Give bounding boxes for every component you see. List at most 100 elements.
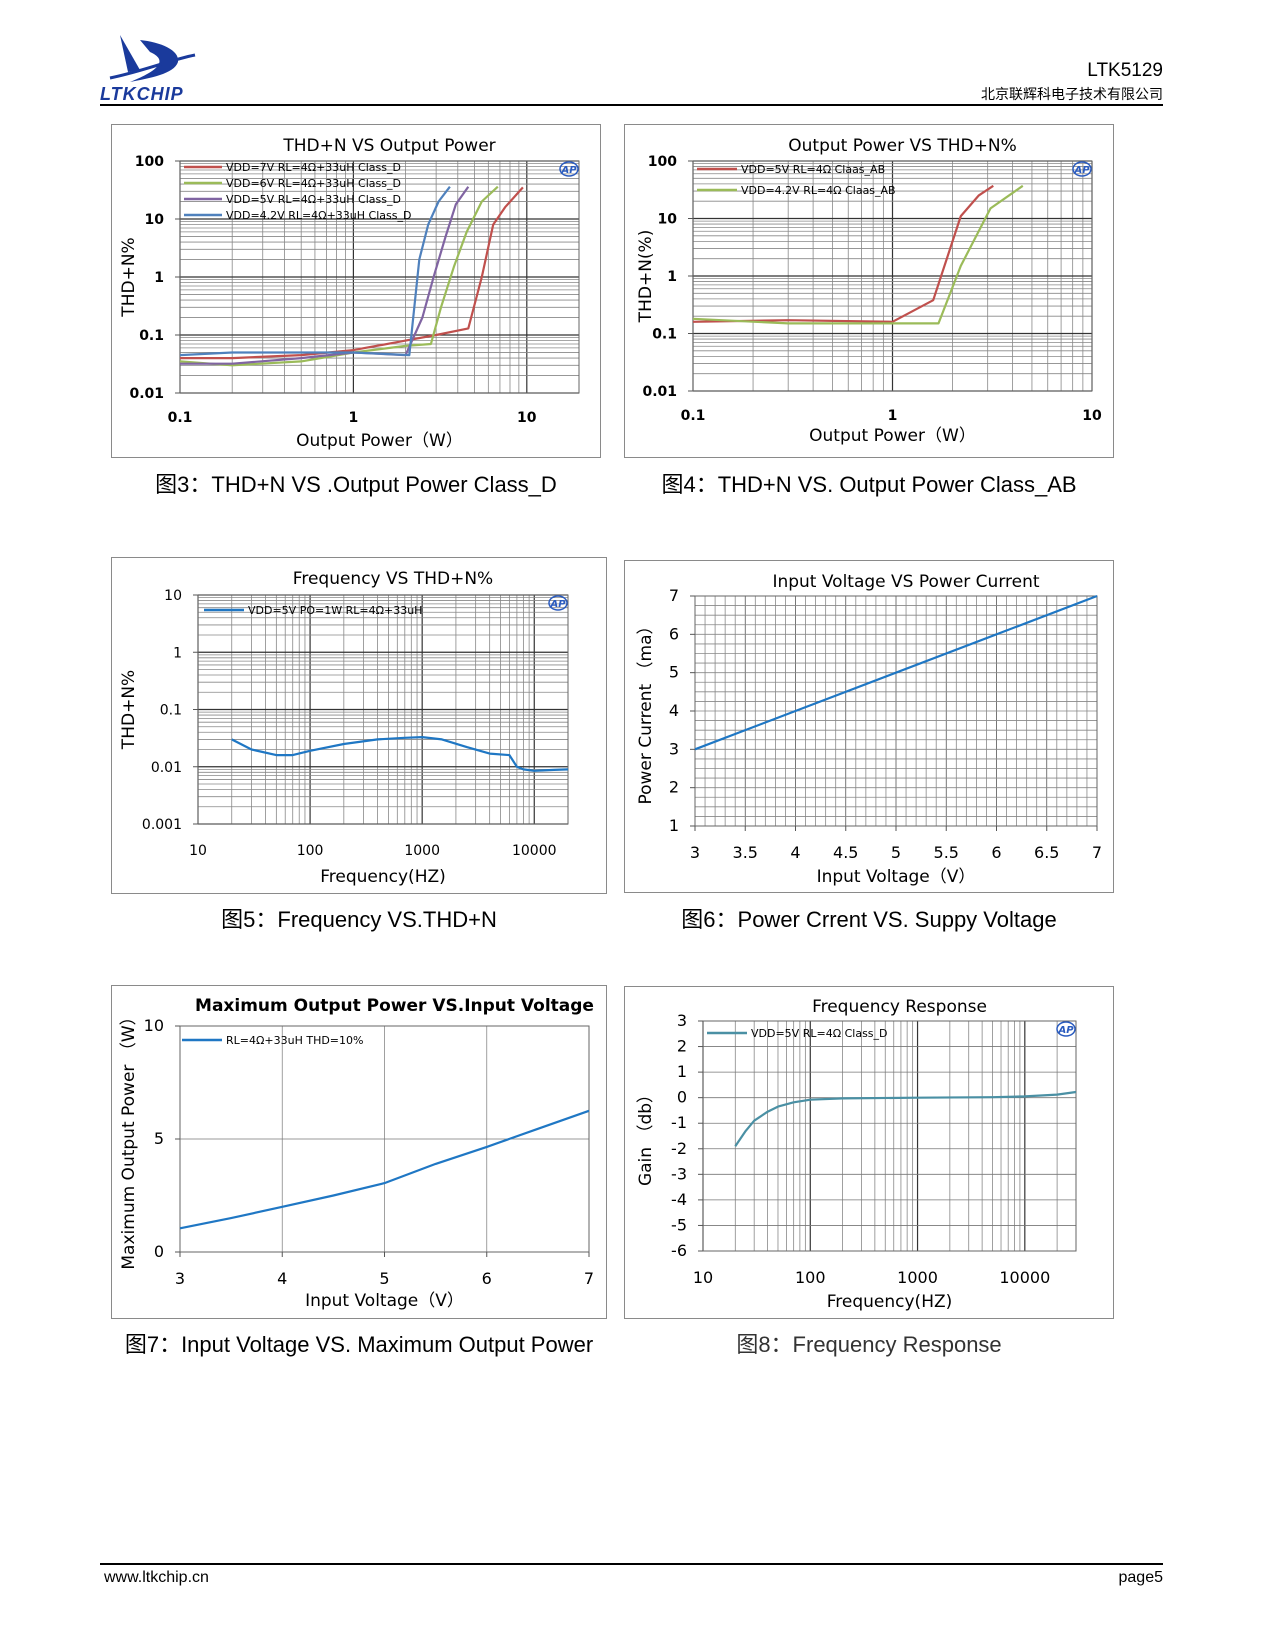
y-tick-label: 100 bbox=[648, 154, 677, 170]
y-tick-label: 6 bbox=[669, 624, 679, 643]
y-tick-label: 10 bbox=[144, 1016, 164, 1035]
x-tick-label: 4 bbox=[277, 1269, 287, 1288]
x-tick-label: 1 bbox=[349, 410, 359, 426]
x-axis-title: Frequency(HZ) bbox=[827, 1292, 953, 1312]
footer-website: www.ltkchip.cn bbox=[104, 1569, 209, 1586]
legend-label: VDD=5V RL=4Ω+33uH Class_D bbox=[226, 193, 401, 206]
x-tick-label: 1000 bbox=[897, 1268, 938, 1287]
x-tick-label: 0.1 bbox=[681, 408, 706, 424]
y-tick-label: 0.01 bbox=[151, 760, 182, 776]
thd-vs-output-power-classab-chart: Output Power VS THD+N%0.1 1 101001010.10.0… bbox=[636, 136, 1102, 446]
y-tick-label: 5 bbox=[669, 663, 679, 682]
y-tick-label: 0.1 bbox=[160, 703, 182, 719]
y-axis-title: Maximum Output Power （W） bbox=[119, 1008, 139, 1269]
y-tick-label: 100 bbox=[135, 154, 164, 170]
x-tick-label: 6 bbox=[482, 1269, 492, 1288]
x-tick-label: 7 bbox=[1092, 843, 1102, 862]
chart-panel-fig7: Maximum Output Power VS.Input Voltage 3 4 5… bbox=[111, 985, 607, 1319]
caption-fig8: 图8：Frequency Response bbox=[736, 1332, 1002, 1357]
y-axis-title: THD+N(%) bbox=[636, 230, 656, 324]
y-tick-label: 10 bbox=[658, 212, 678, 228]
ap-logo-text: AP bbox=[560, 165, 577, 176]
x-tick-label: 6.5 bbox=[1034, 843, 1059, 862]
max-output-power-vs-input-voltage-chart: Maximum Output Power VS.Input Voltage 3 4 5… bbox=[119, 996, 594, 1311]
y-tick-label: 1 bbox=[667, 269, 677, 285]
footer-rule bbox=[100, 1563, 1163, 1565]
x-axis-title: Output Power（W） bbox=[296, 431, 463, 451]
x-tick-label: 10000 bbox=[512, 843, 557, 859]
y-tick-label: 10 bbox=[145, 212, 165, 228]
header-rule bbox=[100, 104, 1163, 106]
x-tick-label: 5.5 bbox=[934, 843, 959, 862]
y-tick-label: -2 bbox=[671, 1139, 687, 1158]
x-axis-title: Output Power（W） bbox=[809, 426, 976, 446]
x-tick-label: 0.1 bbox=[168, 410, 193, 426]
y-tick-label: -3 bbox=[671, 1164, 687, 1183]
series-line bbox=[231, 736, 569, 772]
y-tick-label: 0.01 bbox=[129, 386, 164, 402]
x-tick-label: 4 bbox=[790, 843, 800, 862]
caption-fig5: 图5：Frequency VS.THD+N bbox=[221, 907, 497, 932]
y-tick-label: 2 bbox=[669, 778, 679, 797]
chart-title: Input Voltage VS Power Current bbox=[772, 572, 1039, 592]
y-axis-title: THD+N% bbox=[119, 670, 139, 750]
chart-panel-fig3: THD+N VS Output Power 0.1 1 10 100 10 1 0.1 0.01… bbox=[111, 124, 601, 458]
x-tick-label: 1000 bbox=[404, 843, 440, 859]
y-tick-label: -6 bbox=[671, 1241, 687, 1260]
caption-fig4: 图4：THD+N VS. Output Power Class_AB bbox=[661, 472, 1077, 497]
x-tick-label: 10 bbox=[517, 410, 537, 426]
ap-logo-text: AP bbox=[549, 599, 566, 610]
y-tick-label: 0.1 bbox=[652, 327, 677, 343]
x-tick-label: 3 bbox=[690, 843, 700, 862]
x-tick-label: 3.5 bbox=[733, 843, 758, 862]
caption-fig6: 图6：Power Crrent VS. Suppy Voltage bbox=[681, 907, 1057, 932]
y-tick-label: 0 bbox=[677, 1088, 687, 1107]
frequency-vs-thd-chart: Frequency VS THD+N% 10 100 1000 10000 10 1 0.1 0… bbox=[119, 569, 569, 887]
series-line bbox=[179, 1109, 590, 1230]
y-tick-label: 2 bbox=[677, 1037, 687, 1056]
y-tick-label: 3 bbox=[677, 1011, 687, 1030]
y-tick-label: 5 bbox=[154, 1129, 164, 1148]
legend-label: VDD=5V PO=1W RL=4Ω+33uH bbox=[248, 604, 422, 617]
ap-logo-ring bbox=[548, 595, 568, 611]
ap-logo-ring bbox=[1056, 1021, 1076, 1037]
ap-logo-text: AP bbox=[1073, 165, 1090, 176]
legend-label: VDD=4.2V RL=4Ω+33uH Class_D bbox=[226, 209, 411, 222]
ltkchip-logo bbox=[109, 35, 196, 82]
legend-label: VDD=7V RL=4Ω+33uH Class_D bbox=[226, 161, 401, 174]
x-tick-label: 10 bbox=[693, 1268, 713, 1287]
y-axis-title: THD+N% bbox=[119, 237, 139, 317]
y-tick-label: 0 bbox=[154, 1242, 164, 1261]
y-tick-label: 1 bbox=[173, 645, 182, 661]
ap-logo-ring bbox=[1072, 161, 1092, 177]
series-line bbox=[734, 1090, 1077, 1147]
y-tick-label: -1 bbox=[671, 1113, 687, 1132]
chart-panel-fig8: Frequency Response 10 100 1000 10000 3 2 1 0 -1 -2… bbox=[624, 986, 1114, 1319]
footer-page-number: page5 bbox=[1118, 1569, 1164, 1586]
x-tick-label: 10000 bbox=[999, 1268, 1050, 1287]
chart-title: THD+N VS Output Power bbox=[282, 136, 495, 156]
chart-panel-fig6: Input Voltage VS Power Current 3 3.5 4 4.5 5 5… bbox=[624, 560, 1114, 893]
y-tick-label: 1 bbox=[669, 816, 679, 835]
y-tick-label: 10 bbox=[164, 588, 182, 604]
x-axis-title: Input Voltage（V） bbox=[817, 867, 976, 887]
chart-panel-fig4: Output Power VS THD+N% 0.1 1 10 100 10 1 0.1 0.0… bbox=[624, 124, 1114, 458]
x-tick-label: 10 bbox=[189, 843, 207, 859]
series-line bbox=[180, 186, 524, 360]
legend-label: VDD=5V RL=4Ω Claas_AB bbox=[741, 163, 885, 176]
x-tick-label: 100 bbox=[297, 843, 324, 859]
series-line bbox=[179, 185, 499, 367]
model-number: LTK5129 bbox=[1087, 60, 1163, 81]
y-tick-label: -4 bbox=[671, 1190, 687, 1209]
input-voltage-vs-power-current-chart: Input Voltage VS Power Current 3 3.5 4 4.5 5 5… bbox=[636, 572, 1102, 887]
series-line bbox=[180, 186, 470, 365]
company-name: 北京联辉科电子技术有限公司 bbox=[981, 86, 1163, 102]
y-tick-label: 7 bbox=[669, 586, 679, 605]
x-tick-label: 1 bbox=[888, 408, 898, 424]
legend-label: VDD=4.2V RL=4Ω Claas_AB bbox=[741, 184, 896, 197]
ap-logo-ring bbox=[559, 161, 579, 177]
caption-fig3: 图3：THD+N VS .Output Power Class_D bbox=[155, 472, 557, 497]
series-line bbox=[692, 184, 1024, 325]
